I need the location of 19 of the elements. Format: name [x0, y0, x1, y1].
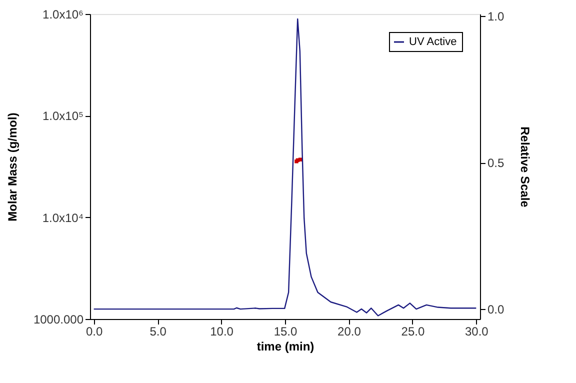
y-tick-label: 1.0x10⁵ [42, 109, 84, 124]
y-tick-label: 1.0x10⁶ [42, 8, 84, 22]
x-tick-label: 15.0 [274, 324, 298, 338]
x-tick-label: 20.0 [338, 324, 362, 338]
y2-axis-title: Relative Scale [518, 126, 532, 208]
x-tick-label: 10.0 [210, 324, 234, 338]
y2-tick-label: 0.5 [488, 156, 505, 170]
y2-tick-label: 0.0 [488, 302, 505, 317]
y-tick-label: 1.0x10⁴ [42, 210, 84, 225]
x-tick-label: 25.0 [401, 324, 425, 338]
y-axis-title: Molar Mass (g/mol) [5, 112, 20, 222]
legend-label: UV Active [409, 36, 457, 48]
x-tick-label: 0.0 [86, 324, 103, 338]
x-tick-label: 5.0 [150, 324, 167, 338]
x-axis-title: time (min) [256, 340, 314, 354]
x-tick-label: 30.0 [464, 324, 489, 338]
line-series [93, 18, 477, 316]
y-tick-label: 1000.000 [33, 312, 84, 326]
y2-tick-label: 1.0 [488, 10, 505, 24]
